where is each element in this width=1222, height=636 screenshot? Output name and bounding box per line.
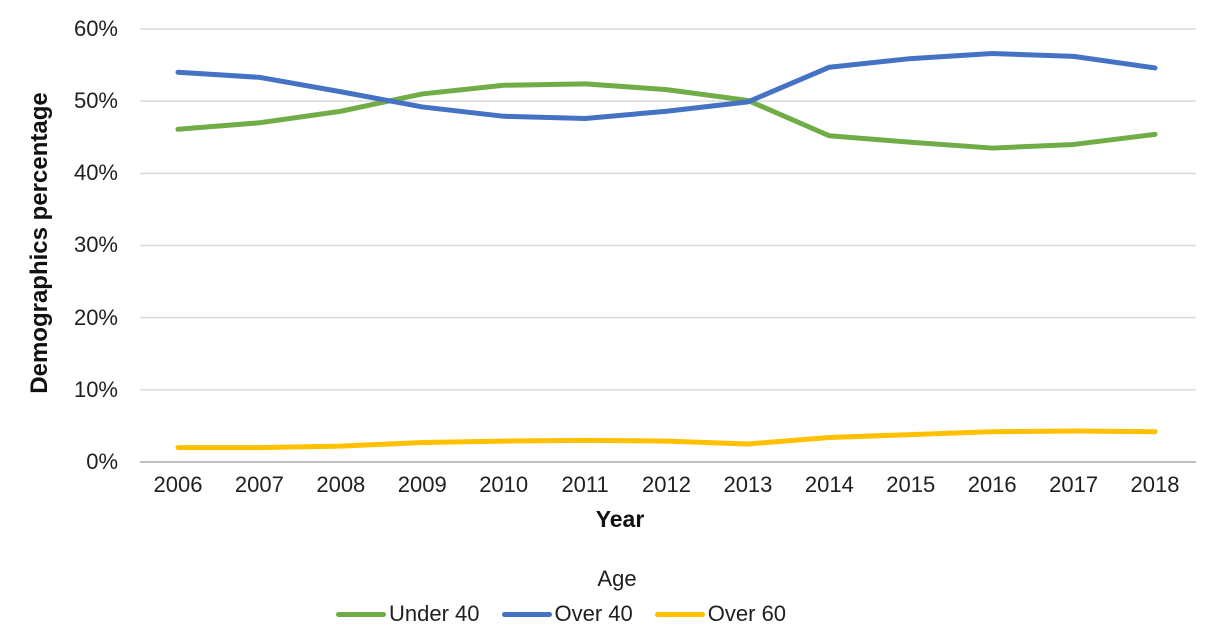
x-tick-label: 2008 [316,472,366,497]
legend-label: Over 60 [707,601,787,626]
legend-title: Age [597,566,637,591]
legend-line-swatch-under-40 [336,611,386,617]
x-tick-label: 2013 [723,472,773,497]
x-tick-label: 2017 [1049,472,1099,497]
legend-line-swatch-over-40 [501,611,552,617]
legend-label: Over 40 [554,601,633,626]
legend-item-over-60: Over 60 [654,601,787,627]
series-line-over-60 [175,428,1158,451]
y-tick-label: 60% [73,15,118,41]
x-tick-label: 2015 [886,472,936,497]
x-tick-label: 2010 [479,472,529,497]
x-tick-label: 2012 [642,472,691,497]
x-tick-label: 2011 [561,472,609,497]
y-tick-label: 20% [73,304,118,330]
x-tick-label: 2009 [397,472,447,497]
legend-line-swatch-over-60 [654,611,705,617]
x-axis-title: Year [595,506,645,532]
legend-item-under-40: Under 40 [336,601,480,627]
series-line-under-40 [175,81,1158,151]
legend-item-over-40: Over 40 [501,601,633,627]
x-tick-label: 2016 [967,472,1017,497]
legend: Under 40 Over 40 Over 60 [336,601,786,627]
series-line-over-40 [175,51,1158,121]
x-tick-label: 2006 [153,472,203,497]
y-tick-label: 50% [73,88,118,114]
legend-label: Under 40 [389,601,480,626]
y-tick-label: 30% [73,232,118,258]
x-tick-label: 2014 [804,472,854,497]
x-tick-label: 2007 [234,472,284,497]
y-tick-label: 40% [73,160,118,186]
y-tick-label: 10% [73,376,118,402]
y-tick-label: 0% [86,449,118,474]
x-tick-label: 2018 [1130,472,1180,497]
